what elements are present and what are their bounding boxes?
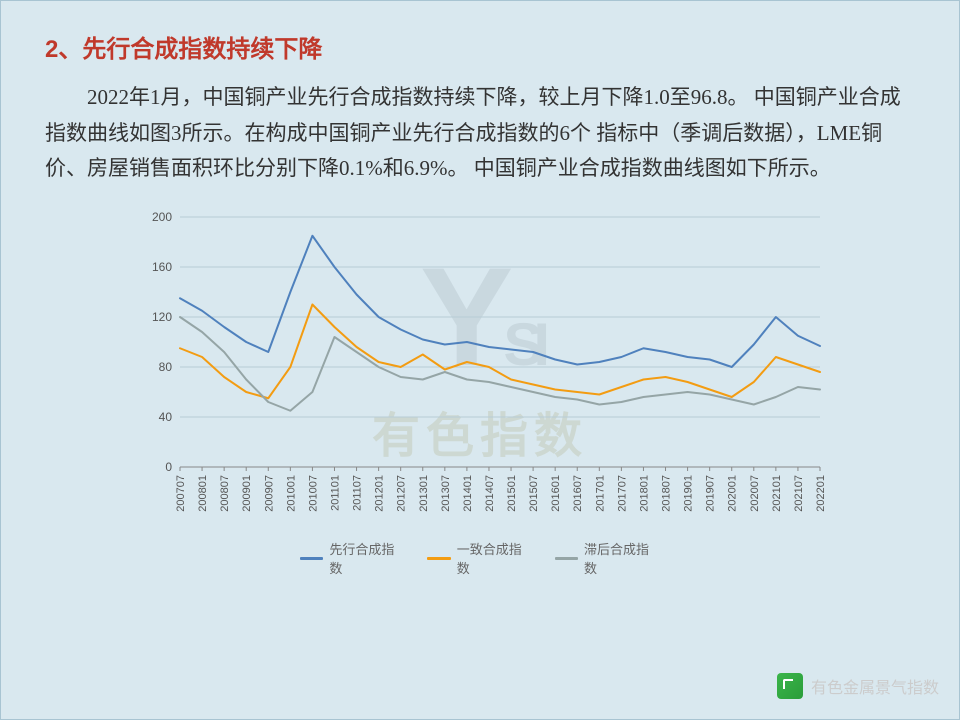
svg-text:200901: 200901	[241, 475, 253, 512]
svg-text:200801: 200801	[197, 475, 209, 512]
svg-text:201507: 201507	[528, 475, 540, 512]
svg-text:201807: 201807	[661, 475, 673, 512]
svg-text:202007: 202007	[749, 475, 761, 512]
svg-text:201801: 201801	[638, 475, 650, 512]
svg-text:160: 160	[152, 260, 172, 274]
svg-text:200707: 200707	[175, 475, 187, 512]
source-label: 有色金属景气指数	[811, 674, 939, 698]
section-heading: 2、先行合成指数持续下降	[45, 29, 915, 64]
svg-text:201501: 201501	[506, 475, 518, 512]
body-line-1: 2022年1月，中国铜产业先行合成指数持续下降，较上月下降1.0至96.8。	[87, 85, 749, 109]
svg-text:201601: 201601	[550, 475, 562, 512]
svg-text:201207: 201207	[396, 475, 408, 512]
line-chart: 0 40 80 120 160 200 200707 200801 200807 200901 20…	[120, 207, 840, 547]
svg-text:202101: 202101	[771, 475, 783, 512]
svg-text:201407: 201407	[484, 475, 496, 512]
svg-text:201907: 201907	[705, 475, 717, 512]
svg-text:40: 40	[159, 410, 173, 424]
svg-text:201001: 201001	[285, 475, 297, 512]
svg-text:201307: 201307	[440, 475, 452, 512]
svg-text:120: 120	[152, 310, 172, 324]
svg-text:201707: 201707	[616, 475, 628, 512]
wechat-icon	[777, 673, 803, 699]
svg-text:202201: 202201	[815, 475, 827, 512]
svg-text:201201: 201201	[374, 475, 386, 512]
svg-text:201401: 201401	[462, 475, 474, 512]
svg-text:201607: 201607	[572, 475, 584, 512]
svg-text:201007: 201007	[307, 475, 319, 512]
svg-text:201301: 201301	[418, 475, 430, 512]
body-paragraph: 2022年1月，中国铜产业先行合成指数持续下降，较上月下降1.0至96.8。 中…	[45, 80, 915, 187]
body-line-4: 中国铜产业合成指数曲线图如下所示。	[474, 156, 831, 180]
svg-text:200: 200	[152, 210, 172, 224]
chart-container: YSI 有色指数 0408012016020020070720080120080…	[120, 207, 840, 587]
svg-text:201101: 201101	[329, 475, 341, 511]
svg-text:201901: 201901	[683, 475, 695, 512]
svg-text:202107: 202107	[793, 475, 805, 512]
svg-text:0: 0	[165, 460, 172, 474]
svg-text:80: 80	[159, 360, 173, 374]
svg-text:200907: 200907	[263, 475, 275, 512]
svg-text:202001: 202001	[727, 475, 739, 512]
svg-text:200807: 200807	[219, 475, 231, 512]
svg-text:201107: 201107	[352, 475, 364, 511]
svg-text:201701: 201701	[594, 475, 606, 512]
source-attribution: 有色金属景气指数	[777, 673, 939, 699]
